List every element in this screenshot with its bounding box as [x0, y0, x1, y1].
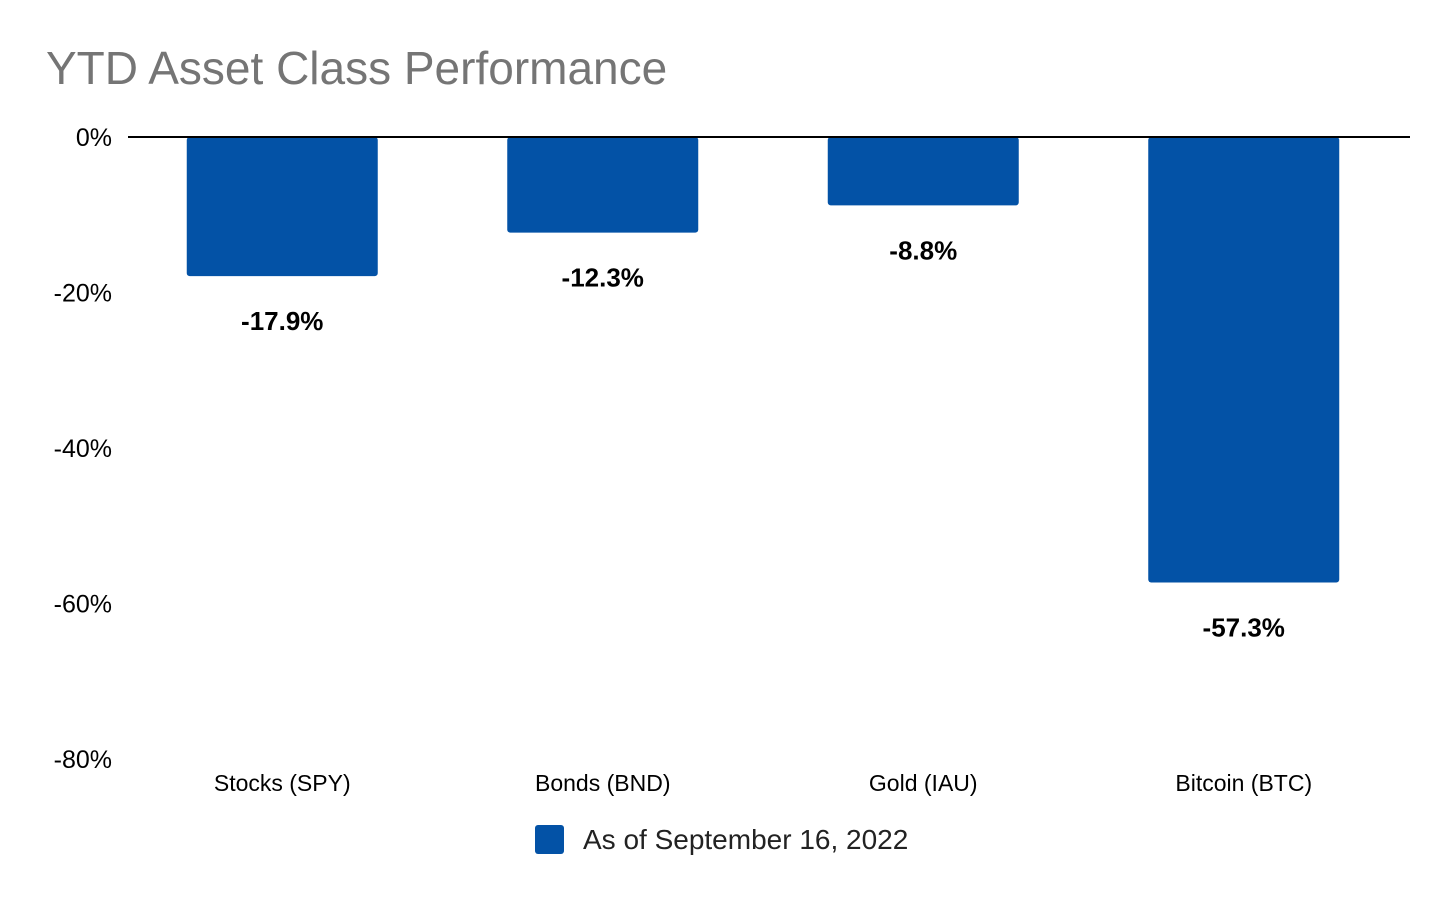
data-labels: -17.9% -12.3% -8.8% -57.3% — [241, 235, 1285, 642]
bar — [186, 137, 378, 277]
x-tick-label: Gold (IAU) — [869, 770, 978, 796]
y-tick-label: 0% — [76, 124, 112, 152]
chart-title: YTD Asset Class Performance — [46, 42, 667, 94]
legend: As of September 16, 2022 — [535, 824, 908, 855]
x-tick-label: Bitcoin (BTC) — [1175, 770, 1312, 796]
bar-data-label: -12.3% — [562, 263, 644, 293]
bar-data-label: -8.8% — [889, 235, 957, 265]
x-axis-labels: Stocks (SPY) Bonds (BND) Gold (IAU) Bitcoin… — [214, 770, 1312, 796]
y-axis-labels: 0% -20% -40% -60% -80% — [54, 124, 112, 774]
y-tick-label: -40% — [54, 435, 112, 463]
x-tick-label: Bonds (BND) — [535, 770, 670, 796]
bars — [186, 137, 1340, 583]
y-tick-label: -20% — [54, 280, 112, 308]
y-tick-label: -60% — [54, 591, 112, 619]
bar — [507, 137, 699, 233]
bar-data-label: -17.9% — [241, 306, 323, 336]
y-tick-label: -80% — [54, 746, 112, 774]
legend-swatch — [535, 825, 564, 854]
bar-data-label: -57.3% — [1203, 613, 1285, 643]
bar — [827, 137, 1019, 206]
x-tick-label: Stocks (SPY) — [214, 770, 351, 796]
legend-label: As of September 16, 2022 — [583, 824, 908, 855]
bar — [1148, 137, 1340, 583]
